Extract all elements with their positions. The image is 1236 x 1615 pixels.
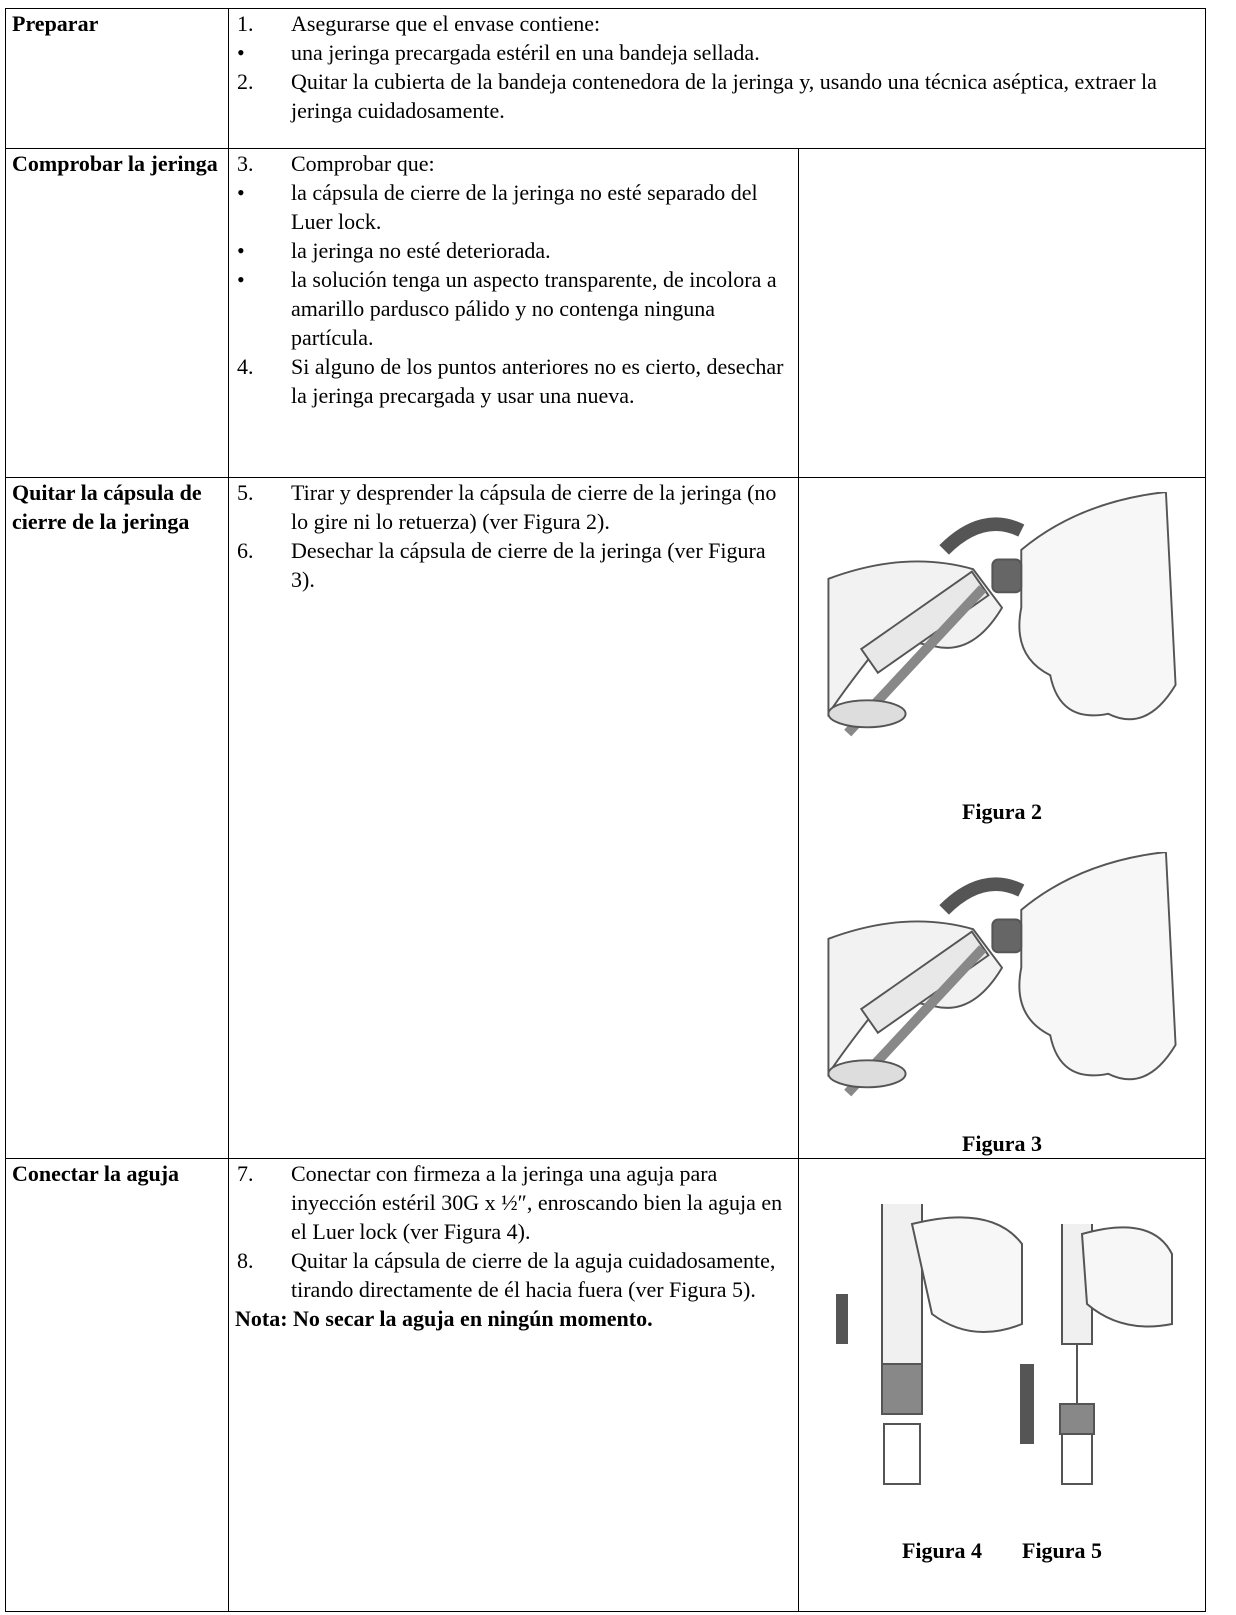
illustration	[836, 1204, 1173, 1485]
step-text: Si alguno de los puntos anteriores no es…	[291, 354, 784, 408]
step-text: una jeringa precargada estéril en una ba…	[291, 40, 760, 65]
step-text: Tirar y desprender la cápsula de cierre …	[291, 480, 777, 534]
step-marker: 6.	[237, 538, 254, 563]
step-text: la jeringa no esté deteriorada.	[291, 238, 551, 263]
instructions-table: Preparar 1. Asegurarse que el envase conti…	[5, 8, 1206, 1612]
step-marker: •	[237, 238, 245, 263]
illustration	[827, 490, 1177, 737]
step-item: • la solución tenga un aspecto transparen…	[235, 265, 792, 352]
step-item: • la cápsula de cierre de la jeringa no e…	[235, 178, 792, 236]
step-marker: 2.	[237, 69, 254, 94]
step-marker: 3.	[237, 151, 254, 176]
step-text: Quitar la cubierta de la bandeja contene…	[291, 69, 1157, 123]
step-item: 5. Tirar y desprender la cápsula de cierr…	[235, 478, 792, 536]
step-text: Quitar la cápsula de cierre de la aguja …	[291, 1248, 776, 1302]
figure-caption: Figura 3	[961, 1131, 1043, 1156]
table-row: Preparar 1. Asegurarse que el envase conti…	[5, 8, 1206, 149]
step-text: Comprobar que:	[291, 151, 435, 176]
figure-caption: Figura 2	[961, 799, 1043, 824]
step-marker: •	[237, 180, 245, 205]
step-marker: 8.	[237, 1248, 254, 1273]
step-marker: •	[237, 40, 245, 65]
step-item: • la jeringa no esté deteriorada.	[235, 236, 792, 265]
step-text: la solución tenga un aspecto transparent…	[291, 267, 777, 350]
row-label: Conectar la aguja	[5, 1158, 229, 1612]
step-marker: 5.	[237, 480, 254, 505]
step-text: Conectar con firmeza a la jeringa una ag…	[291, 1161, 783, 1244]
figure: Figura 2	[805, 490, 1199, 826]
step-marker: 7.	[237, 1161, 254, 1186]
step-text: Asegurarse que el envase contiene:	[291, 11, 601, 36]
step-marker: 4.	[237, 354, 254, 379]
table-row: Quitar la cápsula de cierre de la jering…	[5, 477, 1206, 1159]
figure-cell	[798, 148, 1206, 478]
row-label: Comprobar la jeringa	[5, 148, 229, 478]
row-label: Quitar la cápsula de cierre de la jering…	[5, 477, 229, 1159]
figure: Figura 3	[805, 850, 1199, 1158]
step-marker: •	[237, 267, 245, 292]
figure-caption: Figura 4	[901, 1538, 982, 1563]
step-text: Desechar la cápsula de cierre de la jeri…	[291, 538, 766, 592]
step-item: 7. Conectar con firmeza a la jeringa una …	[235, 1159, 792, 1246]
step-item: 3. Comprobar que:	[235, 149, 792, 178]
row-label: Preparar	[5, 8, 229, 149]
step-item: 4. Si alguno de los puntos anteriores no …	[235, 352, 792, 410]
figure-cell: Figura 4 Figura 5	[798, 1158, 1206, 1612]
figure-captions: Figura 4 Figura 5	[805, 1536, 1199, 1565]
figure-caption: Figura 5	[1022, 1538, 1103, 1563]
step-item: 6. Desechar la cápsula de cierre de la je…	[235, 536, 792, 594]
instructions-cell: 7. Conectar con firmeza a la jeringa una …	[228, 1158, 799, 1612]
figure-cell: Figura 2 Figura 3	[798, 477, 1206, 1159]
note: Nota: No secar la aguja en ningún moment…	[235, 1306, 653, 1331]
figure: Figura 4 Figura 5	[805, 1199, 1199, 1565]
instructions-cell: 1. Asegurarse que el envase contiene: • una…	[228, 8, 1206, 149]
step-item: 2. Quitar la cubierta de la bandeja conte…	[235, 67, 1199, 125]
step-item: • una jeringa precargada estéril en una b…	[235, 38, 1199, 67]
illustration	[827, 850, 1177, 1097]
table-body: Preparar 1. Asegurarse que el envase conti…	[5, 8, 1206, 1612]
step-text: la cápsula de cierre de la jeringa no es…	[291, 180, 758, 234]
step-item: 8. Quitar la cápsula de cierre de la aguj…	[235, 1246, 792, 1304]
instructions-cell: 5. Tirar y desprender la cápsula de cierr…	[228, 477, 799, 1159]
table-row: Comprobar la jeringa 3. Comprobar que: • la …	[5, 148, 1206, 478]
step-marker: 1.	[237, 11, 254, 36]
instructions-cell: 3. Comprobar que: • la cápsula de cierre de…	[228, 148, 799, 478]
step-item: 1. Asegurarse que el envase contiene:	[235, 9, 1199, 38]
table-row: Conectar la aguja 7. Conectar con firmeza …	[5, 1158, 1206, 1612]
